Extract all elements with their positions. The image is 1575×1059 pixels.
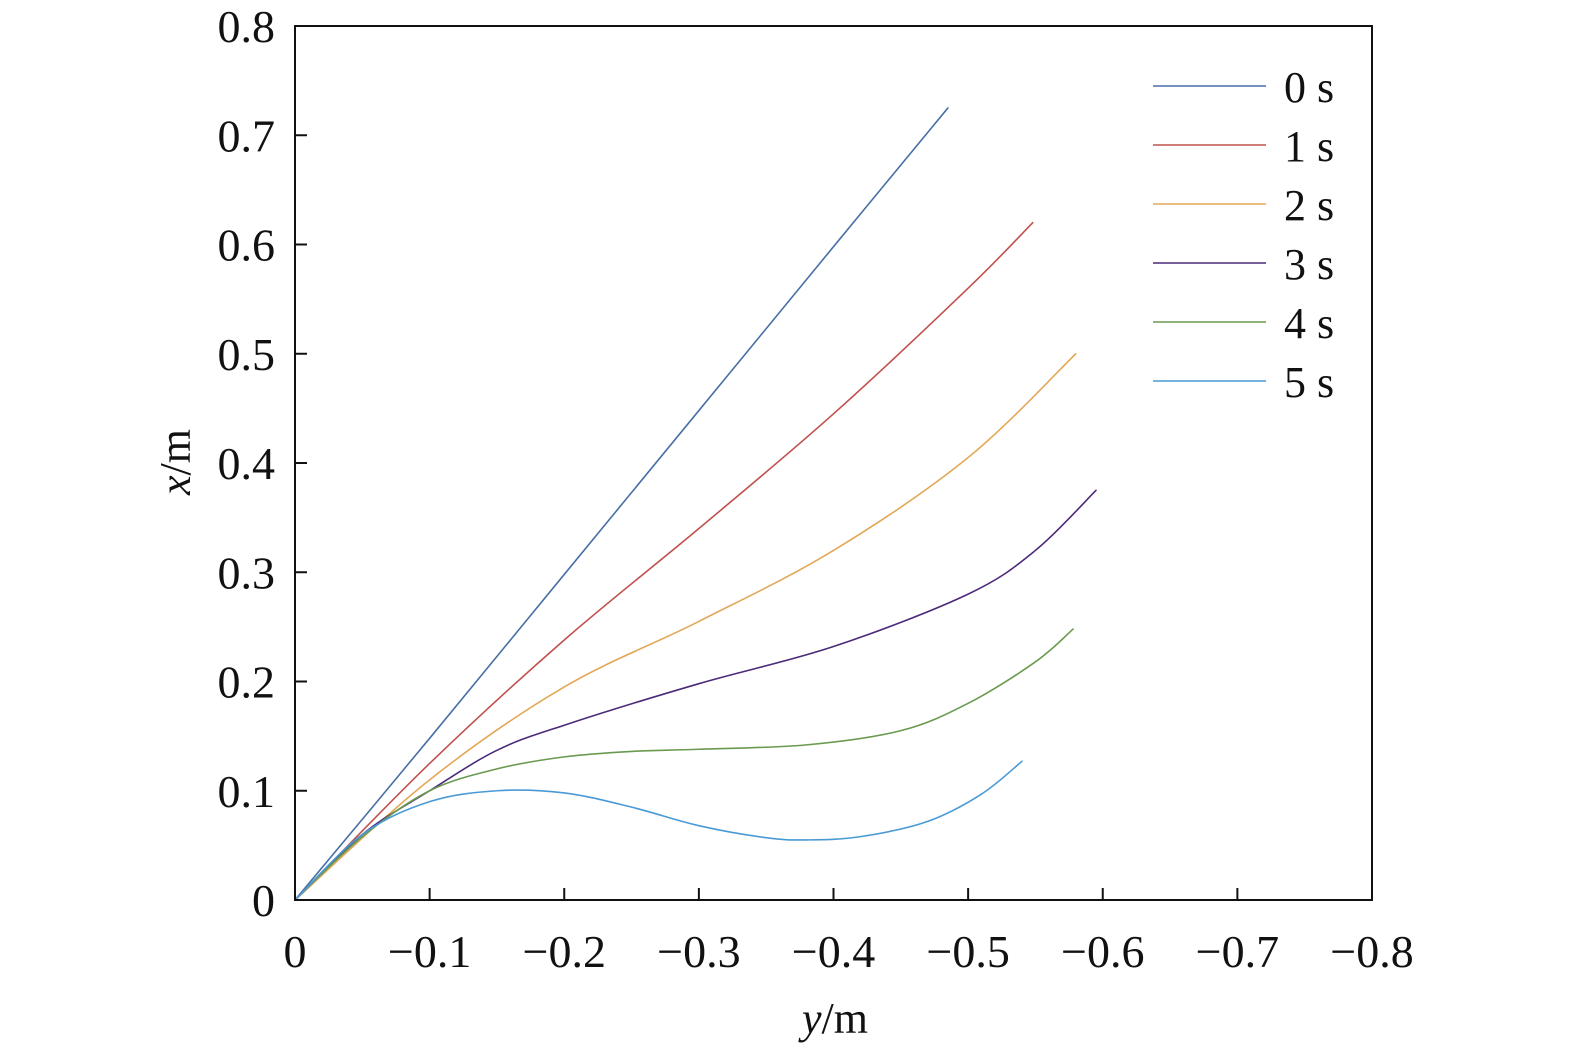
y-tick-label: 0.1 [218,766,276,817]
x-tick-label: −0.2 [523,926,606,977]
x-axis-label: y/m [798,994,868,1043]
y-tick-label: 0.4 [218,438,276,489]
y-tick-label: 0.7 [218,110,276,161]
y-tick-label: 0 [252,875,275,926]
y-tick-label: 0.3 [218,547,276,598]
x-axis-var: y [798,994,822,1043]
x-tick-label: −0.5 [926,926,1009,977]
legend-label: 4 s [1284,299,1334,348]
x-tick-label: −0.4 [792,926,875,977]
x-axis-unit: /m [822,994,868,1043]
series-line [294,221,1034,901]
x-tick-label: −0.8 [1330,926,1413,977]
x-tick-label: −0.3 [657,926,740,977]
axes-frame [294,25,1373,901]
series-line [294,628,1074,901]
x-tick-label: 0 [284,926,307,977]
series-line [294,760,1023,901]
y-axis-var: x [151,475,200,496]
series-line [294,107,949,901]
y-tick-label: 0.6 [218,220,276,271]
legend-label: 2 s [1284,181,1334,230]
x-tick-label: −0.1 [388,926,471,977]
series-line [294,489,1097,901]
legend-label: 5 s [1284,358,1334,407]
y-tick-label: 0.2 [218,657,276,708]
y-tick-label: 0.5 [218,329,276,380]
x-tick-label: −0.6 [1061,926,1144,977]
legend: 0 s 1 s 2 s 3 s 4 s 5 s [1153,63,1334,407]
y-tick-label: 0.8 [218,1,276,52]
y-axis-label: x/m [151,429,200,496]
legend-label: 0 s [1284,63,1334,112]
y-axis-unit: /m [151,429,200,475]
tick-layer: 0 −0.1 −0.2 −0.3 −0.4 −0.5 −0.6 −0.7 −0.8 0 0.1 0.2… [218,1,1414,977]
x-tick-label: −0.7 [1196,926,1279,977]
series-line [294,352,1077,901]
legend-label: 3 s [1284,240,1334,289]
legend-label: 1 s [1284,122,1334,171]
series-layer [294,107,1097,901]
